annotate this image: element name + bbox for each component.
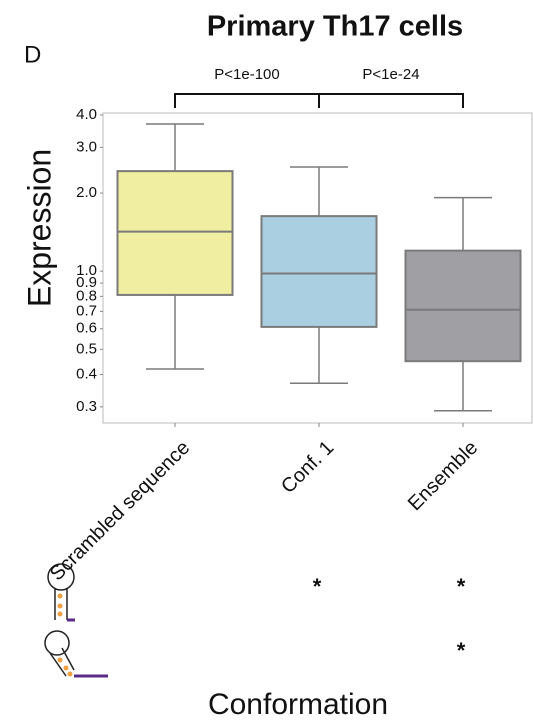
box — [118, 171, 233, 295]
y-tick-label: 0.6 — [76, 320, 97, 337]
x-tick-label: Conf. 1 — [277, 437, 338, 498]
linear-icon — [45, 631, 108, 677]
y-tick-label: 0.5 — [76, 340, 97, 357]
box — [262, 216, 377, 327]
comparison-label: P<1e-24 — [362, 66, 419, 83]
comparison-bracket — [175, 94, 319, 108]
y-tick-label: 0.7 — [76, 302, 97, 319]
box — [406, 251, 521, 362]
comparison-label: P<1e-100 — [214, 66, 279, 83]
y-tick-label: 0.3 — [76, 398, 97, 415]
x-tick-label: Ensemble — [404, 437, 482, 515]
x-tick-label: Scrambled sequence — [46, 437, 194, 585]
y-tick-label: 3.0 — [76, 138, 97, 155]
y-tick-label: 0.4 — [76, 365, 97, 382]
x-axis-label: Conformation — [208, 688, 388, 721]
annotation-mark: * — [457, 574, 466, 599]
y-axis-label: Expression — [21, 149, 57, 307]
chart-title: Primary Th17 cells — [207, 11, 463, 43]
chart: Primary Th17 cells D Expression Conforma… — [0, 0, 533, 726]
y-tick-label: 4.0 — [76, 106, 97, 123]
y-tick-label: 2.0 — [76, 184, 97, 201]
panel-label: D — [24, 41, 41, 68]
comparison-bracket — [319, 94, 463, 108]
annotation-mark: * — [457, 638, 466, 663]
annotation-mark: * — [313, 574, 322, 599]
